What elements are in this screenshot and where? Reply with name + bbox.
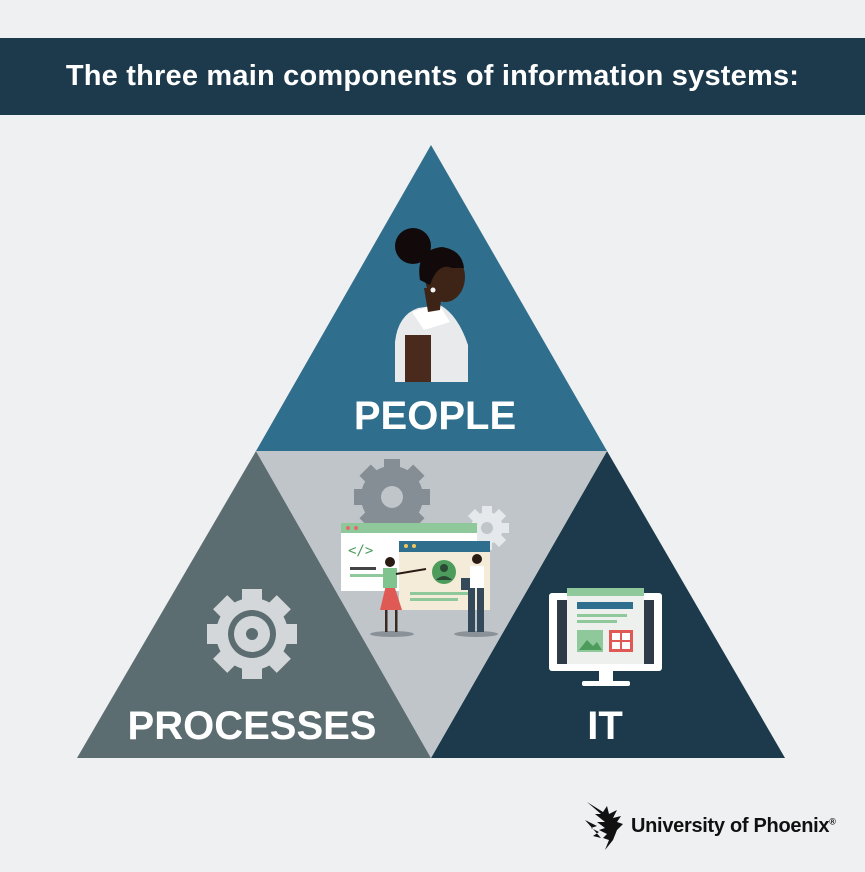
small-gear-icon [465, 506, 509, 550]
gear-icon [354, 459, 430, 535]
processes-gear-icon [207, 589, 297, 679]
center-illustration: </> [341, 459, 509, 637]
logo-text: University of Phoenix [631, 814, 830, 837]
phoenix-bird-icon [585, 802, 623, 850]
page-title: The three main components of information… [65, 60, 800, 92]
code-icon: </> [348, 543, 373, 559]
logo-registered-mark: ® [829, 815, 836, 826]
processes-label: PROCESSES [128, 704, 377, 748]
university-of-phoenix-logo: University of Phoenix® [583, 800, 843, 852]
person-illustration [395, 228, 468, 382]
monitor-icon [549, 588, 662, 686]
it-label: IT [587, 704, 623, 748]
title-banner: The three main components of information… [0, 38, 865, 115]
people-label: PEOPLE [354, 394, 516, 438]
